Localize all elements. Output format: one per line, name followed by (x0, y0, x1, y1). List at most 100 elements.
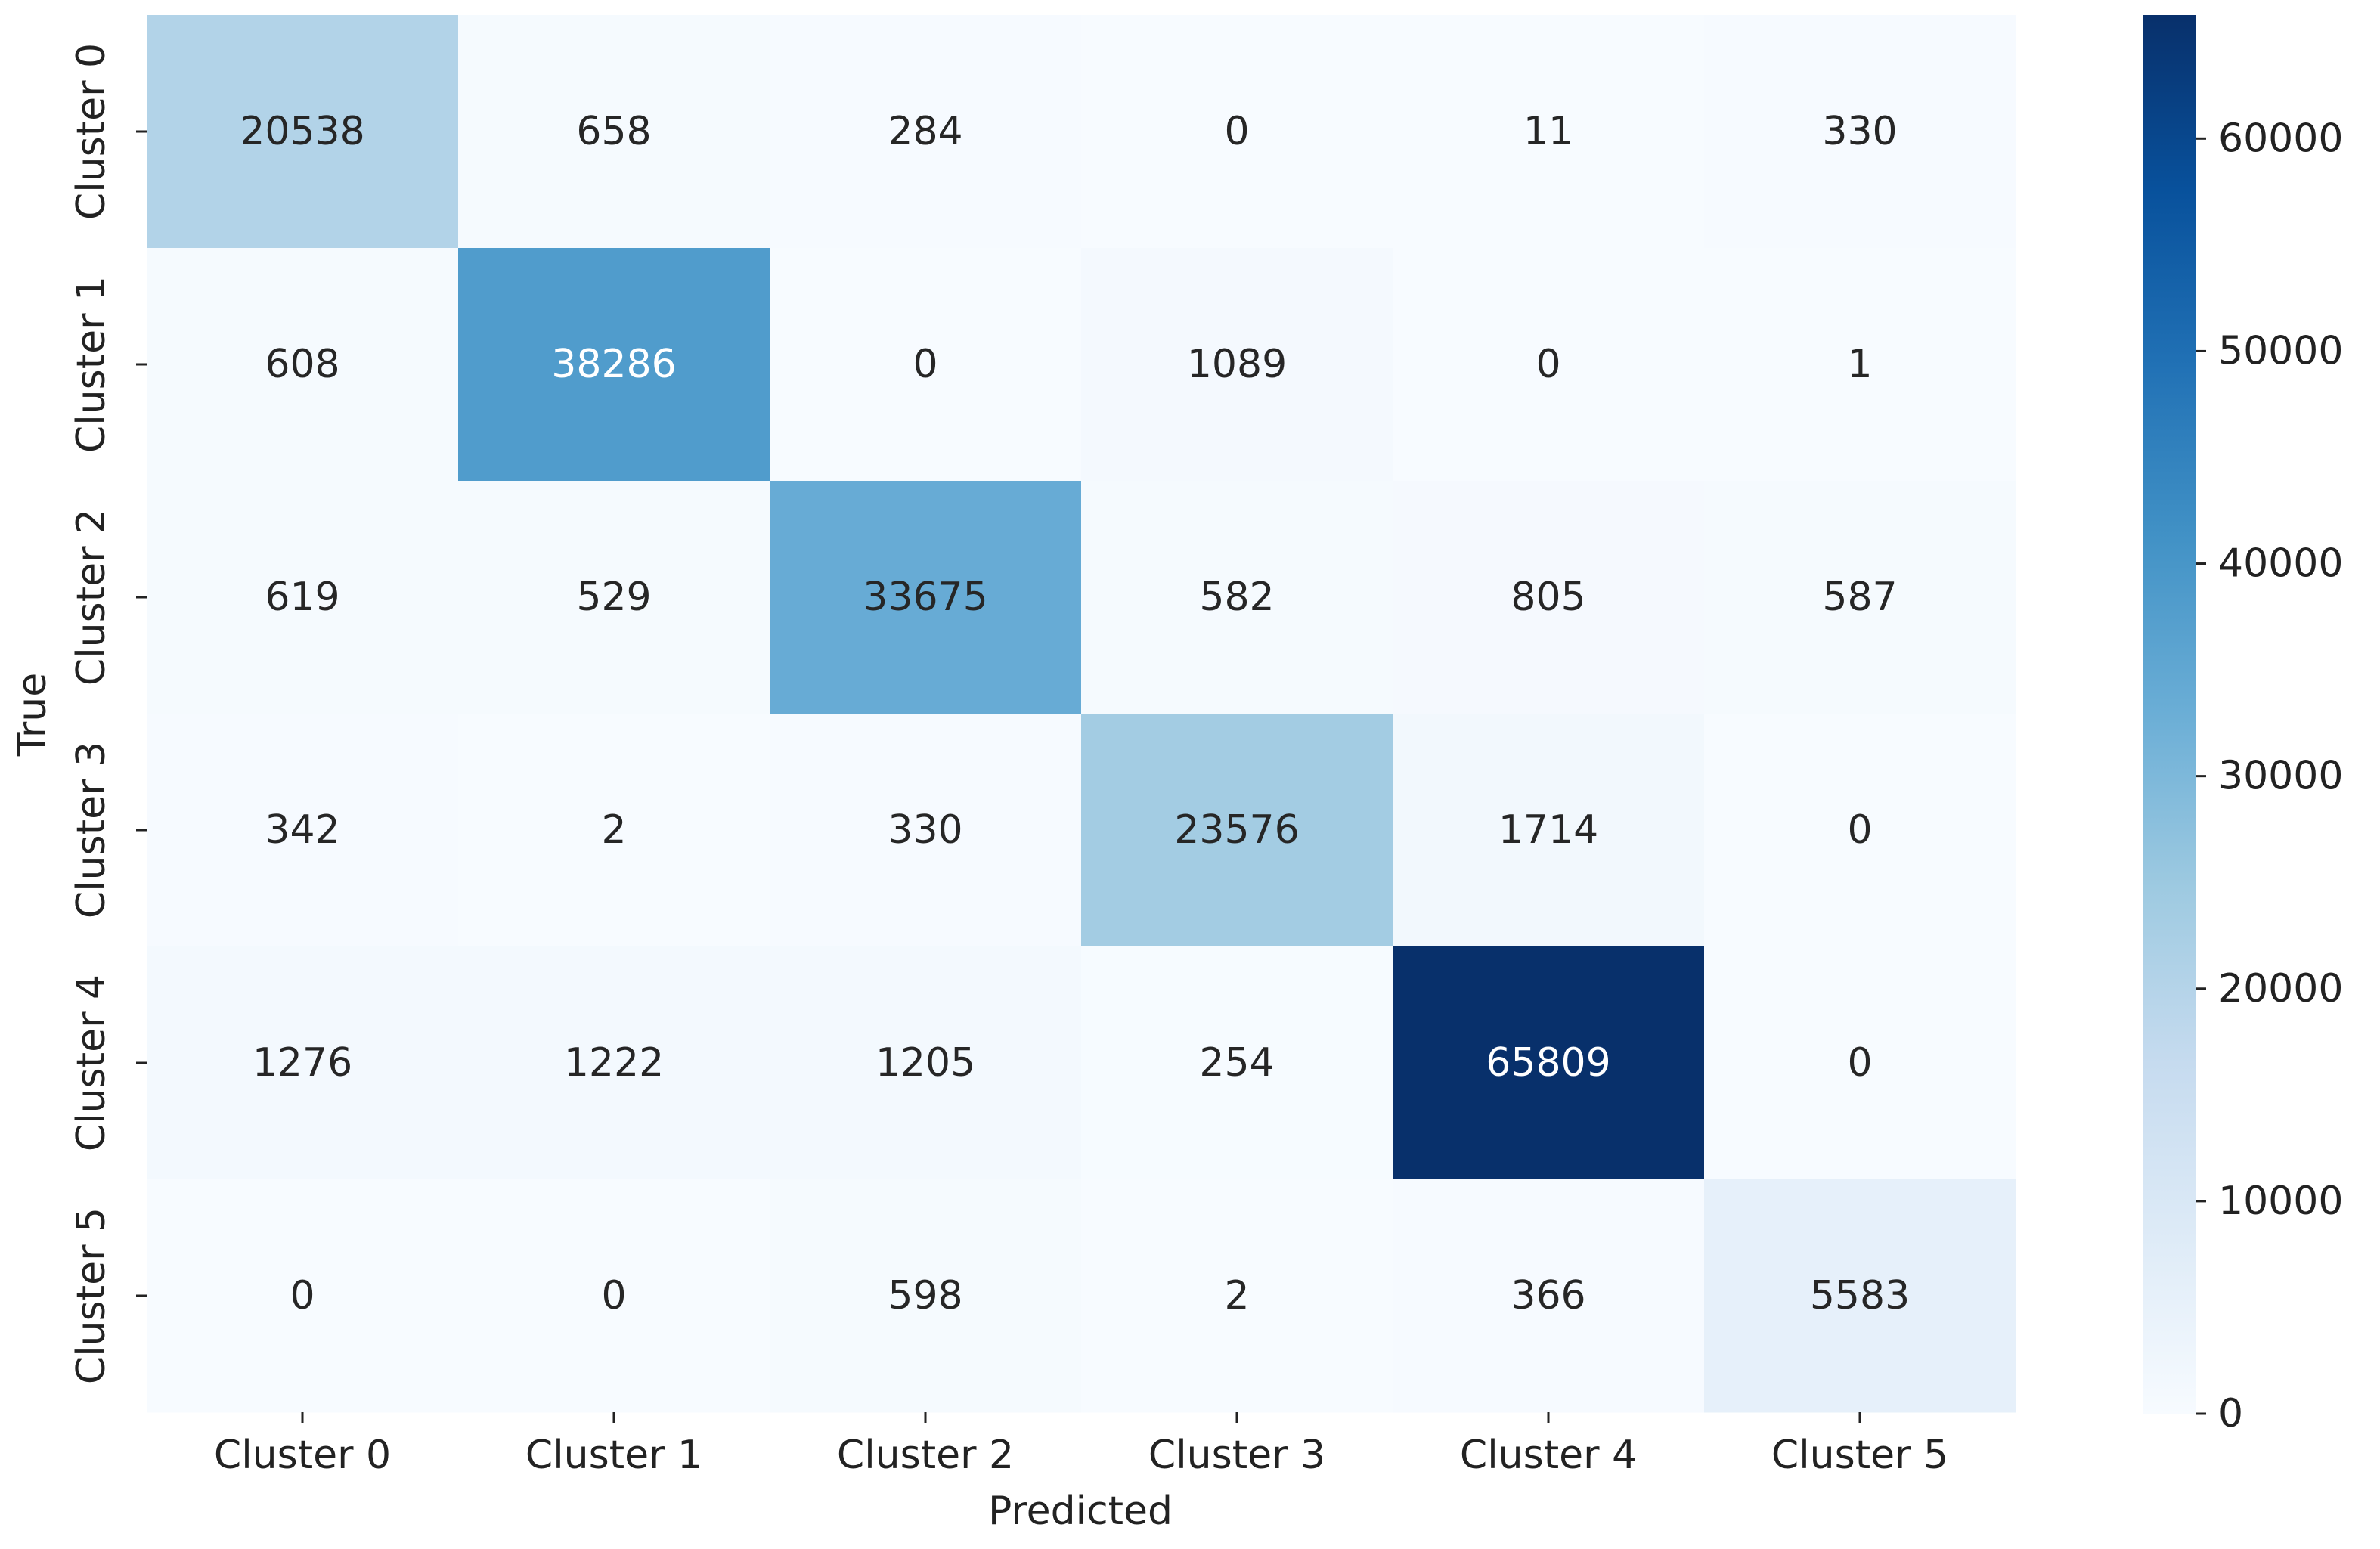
heatmap-cell (1081, 946, 1393, 1180)
cell-value-label: 0 (601, 1273, 626, 1318)
x-axis-ticks: Cluster 0 Cluster 1 Cluster 2 Cluster 3 Clus… (214, 1412, 1948, 1478)
x-axis-label: Predicted (988, 1489, 1173, 1534)
cell-value-label: 0 (1224, 109, 1249, 154)
cell-value-label: 1714 (1498, 807, 1598, 853)
heatmap-cell (770, 248, 1082, 482)
cell-value-label: 1 (1847, 342, 1872, 387)
cell-value-label: 2 (1224, 1273, 1249, 1318)
cell-value-label: 1205 (875, 1040, 975, 1086)
cell-value-label: 1276 (253, 1040, 352, 1086)
y-tick-label: Cluster 1 (69, 276, 114, 453)
x-tick-label: Cluster 1 (525, 1433, 702, 1478)
heatmap-cell (1704, 1179, 2016, 1413)
colorbar (2143, 15, 2196, 1414)
y-axis-ticks: Cluster 0 Cluster 1 Cluster 2 Cluster 3 Clus… (69, 43, 147, 1384)
heatmap-cell (770, 15, 1082, 249)
y-tick-label: Cluster 2 (69, 509, 114, 686)
heatmap-cell (1704, 481, 2016, 714)
cell-value-label: 0 (1536, 342, 1560, 387)
heatmap-cell (1081, 714, 1393, 947)
colorbar-tick-label: 50000 (2218, 328, 2343, 373)
cell-value-label: 587 (1822, 575, 1897, 620)
heatmap-cell (1704, 714, 2016, 947)
heatmap-cell (1704, 946, 2016, 1180)
heatmap-cell (147, 714, 459, 947)
cell-value-label: 1089 (1187, 342, 1287, 387)
cell-value-label: 254 (1199, 1040, 1274, 1086)
cell-value-label: 33675 (863, 575, 987, 620)
cell-value-label: 598 (888, 1273, 962, 1318)
heatmap-cell (1081, 15, 1393, 249)
heatmap-cell (147, 481, 459, 714)
x-tick-label: Cluster 0 (214, 1433, 391, 1478)
heatmap-cell (458, 248, 770, 482)
heatmap-cell (1081, 1179, 1393, 1413)
heatmap-cell (147, 248, 459, 482)
cell-value-label: 284 (888, 109, 962, 154)
x-tick-label: Cluster 5 (1771, 1433, 1948, 1478)
x-tick-label: Cluster 4 (1460, 1433, 1637, 1478)
cell-value-label: 619 (265, 575, 339, 620)
y-tick-label: Cluster 3 (69, 742, 114, 919)
heatmap-cell (770, 1179, 1082, 1413)
cell-value-label: 805 (1511, 575, 1585, 620)
cell-value-label: 65809 (1486, 1040, 1610, 1086)
colorbar-tick-label: 60000 (2218, 116, 2343, 161)
cell-annotations: 20538 658 284 0 11 330 608 38286 0 1089 0 1 619 529 33… (240, 109, 1910, 1318)
cell-value-label: 0 (913, 342, 937, 387)
heatmap-cell (1393, 714, 1705, 947)
x-tick-label: Cluster 2 (837, 1433, 1014, 1478)
y-axis-label: True (10, 673, 55, 757)
heatmap-cell (458, 946, 770, 1180)
heatmap-cell (1704, 248, 2016, 482)
colorbar-tick-label: 0 (2218, 1391, 2243, 1436)
y-tick-label: Cluster 4 (69, 974, 114, 1151)
cell-value-label: 23576 (1174, 807, 1299, 853)
cell-value-label: 1222 (564, 1040, 664, 1086)
cell-value-label: 330 (1822, 109, 1897, 154)
heatmap-cell (458, 481, 770, 714)
cell-value-label: 2 (601, 807, 626, 853)
heatmap-cells (147, 15, 2016, 1413)
y-tick-label: Cluster 5 (69, 1207, 114, 1384)
heatmap-cell (458, 1179, 770, 1413)
cell-value-label: 11 (1523, 109, 1573, 154)
heatmap-cell (458, 15, 770, 249)
heatmap-cell (1393, 481, 1705, 714)
heatmap-cell (147, 946, 459, 1180)
y-tick-label: Cluster 0 (69, 43, 114, 220)
colorbar-ticks: 0 10000 20000 30000 40000 50000 60000 (2196, 116, 2343, 1436)
colorbar-tick-label: 20000 (2218, 966, 2343, 1011)
cell-value-label: 366 (1511, 1273, 1585, 1318)
cell-value-label: 0 (1847, 1040, 1872, 1086)
heatmap-cell (770, 946, 1082, 1180)
heatmap-cell (147, 15, 459, 249)
cell-value-label: 330 (888, 807, 962, 853)
heatmap-cell (458, 714, 770, 947)
cell-value-label: 658 (576, 109, 651, 154)
cell-value-label: 0 (290, 1273, 315, 1318)
heatmap-cell (1393, 946, 1705, 1180)
colorbar-tick-label: 10000 (2218, 1179, 2343, 1224)
heatmap-cell (1081, 248, 1393, 482)
heatmap-cell (1393, 248, 1705, 482)
cell-value-label: 582 (1199, 575, 1274, 620)
cell-value-label: 38286 (551, 342, 676, 387)
heatmap-cell (1704, 15, 2016, 249)
heatmap-cell (1081, 481, 1393, 714)
heatmap-cell (770, 714, 1082, 947)
colorbar-tick-label: 40000 (2218, 541, 2343, 587)
colorbar-tick-label: 30000 (2218, 754, 2343, 799)
heatmap-cell (1393, 1179, 1705, 1413)
cell-value-label: 20538 (240, 109, 364, 154)
cell-value-label: 342 (265, 807, 339, 853)
cell-value-label: 5583 (1810, 1273, 1910, 1318)
cell-value-label: 529 (576, 575, 651, 620)
cell-value-label: 0 (1847, 807, 1872, 853)
heatmap-cell (1393, 15, 1705, 249)
heatmap-cell (147, 1179, 459, 1413)
x-tick-label: Cluster 3 (1148, 1433, 1325, 1478)
heatmap-cell (770, 481, 1082, 714)
cell-value-label: 608 (265, 342, 339, 387)
